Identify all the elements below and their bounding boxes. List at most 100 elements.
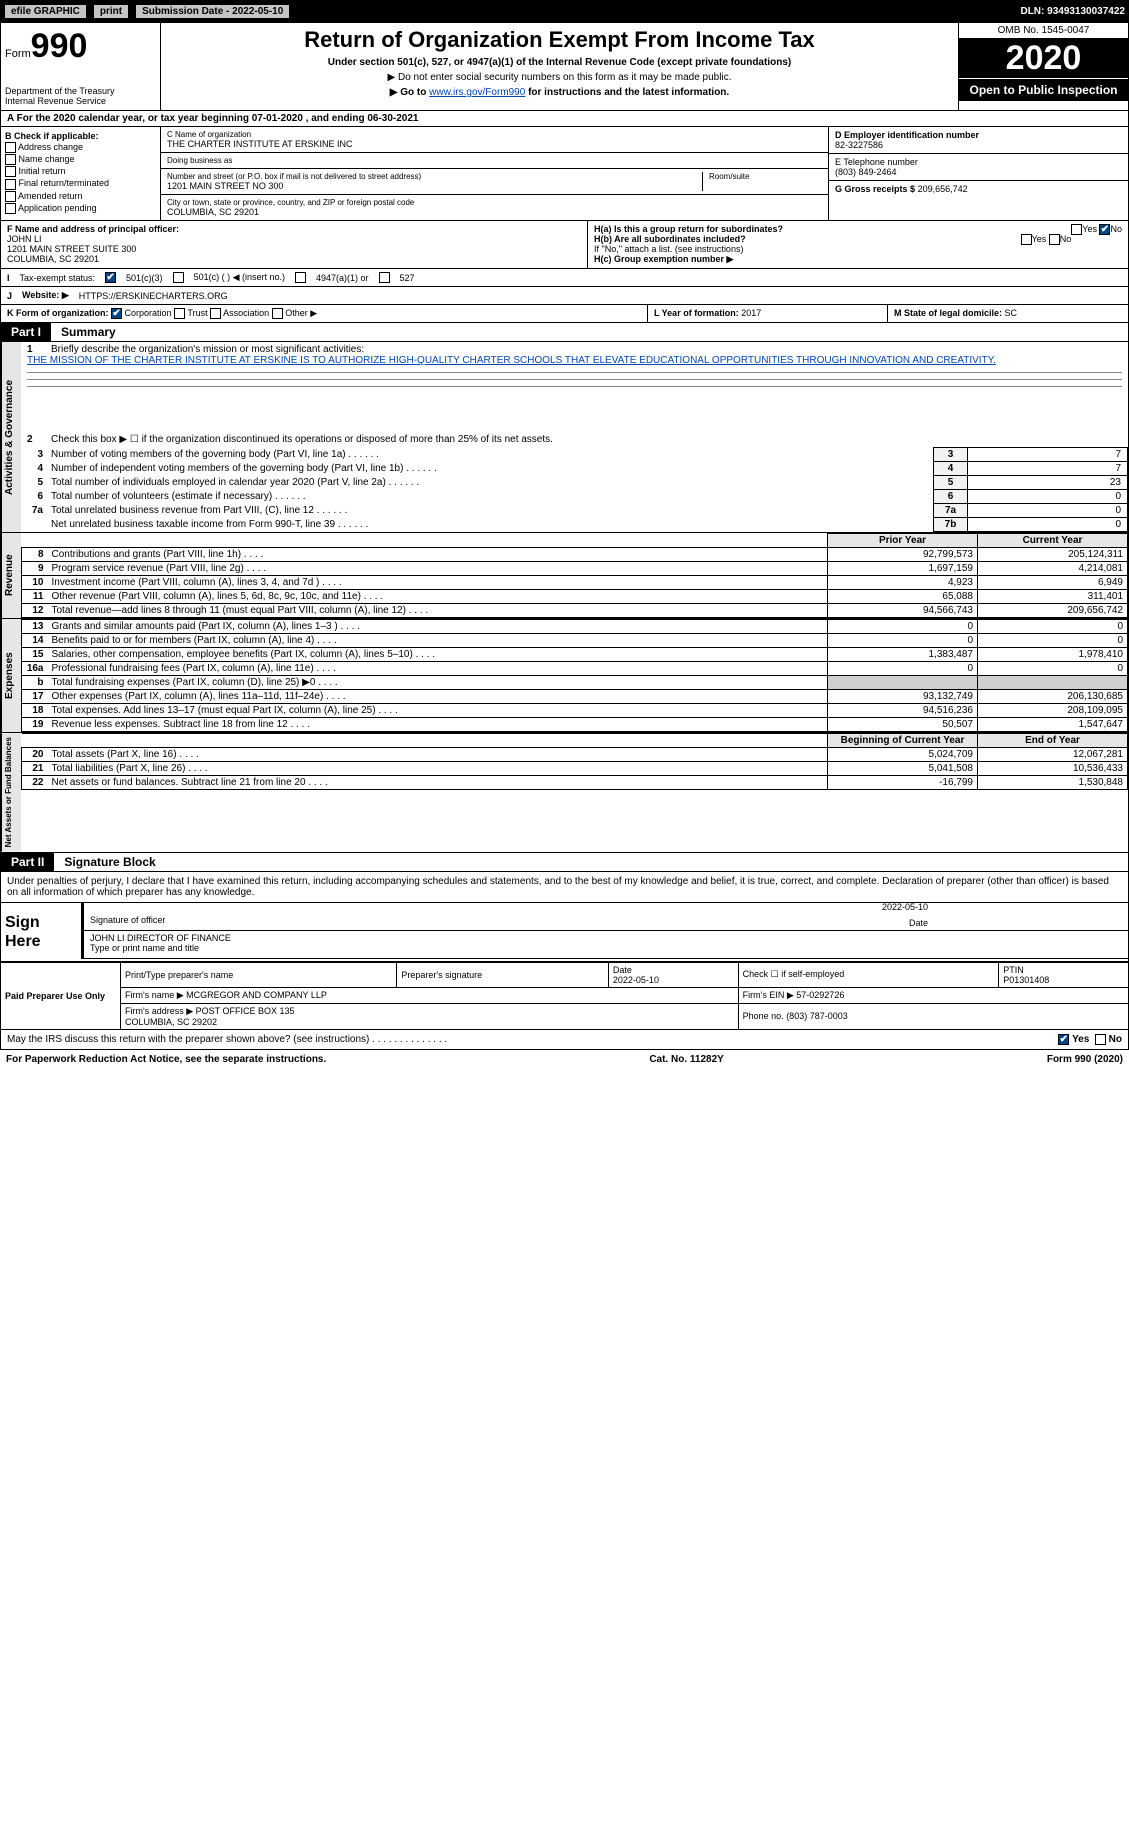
department-label: Department of the Treasury Internal Reve… <box>5 86 156 106</box>
discuss-yes-check[interactable] <box>1058 1034 1069 1045</box>
netassets-section: Net Assets or Fund Balances Beginning of… <box>0 733 1129 852</box>
paid-preparer-block: Paid Preparer Use Only Print/Type prepar… <box>0 962 1129 1030</box>
table-row: 6Total number of volunteers (estimate if… <box>21 490 1128 504</box>
firm-phone: (803) 787-0003 <box>786 1011 848 1021</box>
line-2: 2Check this box ▶ ☐ if the organization … <box>21 432 1128 447</box>
preparer-date: Date2022-05-10 <box>608 962 738 987</box>
table-row: 3Number of voting members of the governi… <box>21 448 1128 462</box>
expenses-section: Expenses 13Grants and similar amounts pa… <box>0 619 1129 733</box>
form-word: Form <box>5 48 31 60</box>
row-j-website: J Website: ▶ HTTPS://ERSKINECHARTERS.ORG <box>0 287 1129 305</box>
section-c-name-address: C Name of organization THE CHARTER INSTI… <box>161 127 828 220</box>
b-opt[interactable]: Initial return <box>5 166 156 177</box>
g-label: G Gross receipts $ <box>835 184 915 194</box>
table-row: 14Benefits paid to or for members (Part … <box>22 634 1128 648</box>
e-label: E Telephone number <box>835 157 918 167</box>
city-state-zip: COLUMBIA, SC 29201 <box>167 207 822 217</box>
table-row: 5Total number of individuals employed in… <box>21 476 1128 490</box>
form-title: Return of Organization Exempt From Incom… <box>171 27 948 53</box>
hc-label: H(c) Group exemption number ▶ <box>594 254 733 264</box>
room-label: Room/suite <box>709 172 822 181</box>
b-header: B Check if applicable: <box>5 131 156 141</box>
table-row: 21Total liabilities (Part X, line 26) . … <box>22 762 1128 776</box>
identity-block: B Check if applicable: Address change Na… <box>0 127 1129 221</box>
l-year-formation: L Year of formation: 2017 <box>648 305 888 322</box>
table-row: 7aTotal unrelated business revenue from … <box>21 504 1128 518</box>
name-title-line: JOHN LI DIRECTOR OF FINANCE Type or prin… <box>81 931 1128 959</box>
efile-button[interactable]: efile GRAPHIC <box>4 4 87 19</box>
section-b-checkboxes: B Check if applicable: Address change Na… <box>1 127 161 220</box>
revenue-tab: Revenue <box>1 533 21 618</box>
paid-preparer-label: Paid Preparer Use Only <box>1 962 121 1029</box>
m-state-domicile: M State of legal domicile: SC <box>888 305 1128 322</box>
dba-label: Doing business as <box>167 156 822 165</box>
top-toolbar: efile GRAPHIC print Submission Date - 20… <box>0 0 1129 22</box>
table-row: 19Revenue less expenses. Subtract line 1… <box>22 718 1128 732</box>
submission-date-button[interactable]: Submission Date - 2022-05-10 <box>135 4 290 19</box>
gross-receipts: 209,656,742 <box>918 184 968 194</box>
perjury-declaration: Under penalties of perjury, I declare th… <box>0 872 1129 903</box>
part2-header: Part II Signature Block <box>0 853 1129 872</box>
table-row: 8Contributions and grants (Part VIII, li… <box>22 548 1128 562</box>
b-opt[interactable]: Address change <box>5 142 156 153</box>
website-value: HTTPS://ERSKINECHARTERS.ORG <box>79 291 228 301</box>
firm-ein: 57-0292726 <box>796 990 844 1000</box>
cat-no: Cat. No. 11282Y <box>649 1054 723 1065</box>
table-row: 22Net assets or fund balances. Subtract … <box>22 776 1128 790</box>
city-label: City or town, state or province, country… <box>167 198 822 207</box>
governance-tab: Activities & Governance <box>1 342 21 532</box>
firm-name: MCGREGOR AND COMPANY LLP <box>186 990 327 1000</box>
preparer-sig-hdr: Preparer's signature <box>397 962 609 987</box>
officer-name: JOHN LI <box>7 234 42 244</box>
phone-value: (803) 849-2464 <box>835 167 897 177</box>
addr-label: Number and street (or P.O. box if mail i… <box>167 172 702 181</box>
hb-note: If "No," attach a list. (see instruction… <box>594 244 1122 254</box>
table-row: 9Program service revenue (Part VIII, lin… <box>22 562 1128 576</box>
expenses-tab: Expenses <box>1 619 21 732</box>
row-k-l-m: K Form of organization: Corporation Trus… <box>0 305 1129 323</box>
table-row: 16aProfessional fundraising fees (Part I… <box>22 662 1128 676</box>
part1-tag: Part I <box>1 323 51 341</box>
no-ssn-note: ▶ Do not enter social security numbers o… <box>171 72 948 83</box>
irs-link[interactable]: www.irs.gov/Form990 <box>429 87 525 98</box>
sign-here-label: Sign Here <box>1 903 81 961</box>
f-h-row: F Name and address of principal officer:… <box>0 221 1129 269</box>
revenue-table: Prior YearCurrent Year 8Contributions an… <box>21 533 1128 618</box>
form-number: 990 <box>31 27 88 65</box>
section-h-group: H(a) Is this a group return for subordin… <box>588 221 1128 268</box>
discuss-no-check[interactable] <box>1095 1034 1106 1045</box>
table-row: 11Other revenue (Part VIII, column (A), … <box>22 590 1128 604</box>
b-opt[interactable]: Application pending <box>5 203 156 214</box>
sign-here-block: Sign Here 2022-05-10 Signature of office… <box>0 903 1129 962</box>
goto-note: ▶ Go to www.irs.gov/Form990 for instruct… <box>171 87 948 98</box>
part2-title: Signature Block <box>54 853 1128 871</box>
b-opt[interactable]: Final return/terminated <box>5 178 156 189</box>
netassets-tab: Net Assets or Fund Balances <box>1 733 21 851</box>
title-subtitle: Under section 501(c), 527, or 4947(a)(1)… <box>171 57 948 68</box>
org-name: THE CHARTER INSTITUTE AT ERSKINE INC <box>167 139 822 149</box>
b-opt[interactable]: Name change <box>5 154 156 165</box>
signature-line[interactable]: 2022-05-10 Signature of officer Date <box>81 903 1128 931</box>
preparer-name-hdr: Print/Type preparer's name <box>121 962 397 987</box>
table-row: 17Other expenses (Part IX, column (A), l… <box>22 690 1128 704</box>
open-public-label: Open to Public Inspection <box>959 79 1128 101</box>
row-i-tax-status: I Tax-exempt status: 501(c)(3) 501(c) ( … <box>0 269 1129 287</box>
part1-header: Part I Summary <box>0 323 1129 342</box>
ptin-cell: PTINP01301408 <box>999 962 1129 987</box>
form-number-block: Form990 Department of the Treasury Inter… <box>1 23 161 110</box>
table-row: 20Total assets (Part X, line 16) . . . .… <box>22 748 1128 762</box>
expenses-table: 13Grants and similar amounts paid (Part … <box>21 619 1128 732</box>
street-address: 1201 MAIN STREET NO 300 <box>167 181 702 191</box>
self-employed-check[interactable]: Check ☐ if self-employed <box>738 962 999 987</box>
501c3-check[interactable] <box>105 272 116 283</box>
form-header: Form990 Department of the Treasury Inter… <box>0 22 1129 111</box>
dln-label: DLN: 93493130037422 <box>1020 6 1125 17</box>
governance-section: Activities & Governance 1Briefly describ… <box>0 342 1129 533</box>
b-opt[interactable]: Amended return <box>5 191 156 202</box>
section-f-officer: F Name and address of principal officer:… <box>1 221 588 268</box>
print-button[interactable]: print <box>93 4 129 19</box>
ein-value: 82-3227586 <box>835 140 883 150</box>
table-row: 4Number of independent voting members of… <box>21 462 1128 476</box>
governance-table: 3Number of voting members of the governi… <box>21 447 1128 532</box>
officer-name-title: JOHN LI DIRECTOR OF FINANCE <box>90 933 231 943</box>
